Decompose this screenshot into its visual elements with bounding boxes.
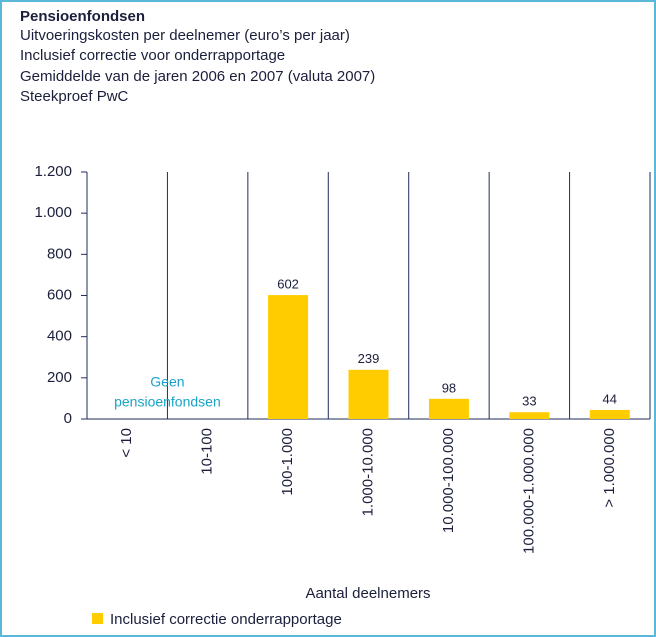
y-tick-label: 1.200 bbox=[34, 163, 72, 180]
data-label: 33 bbox=[522, 394, 536, 409]
annotation: pensioenfondsen bbox=[114, 394, 221, 410]
data-label: 602 bbox=[277, 277, 299, 292]
legend-label: Inclusief correctie onderrapportage bbox=[110, 611, 342, 628]
x-tick-label: > 1.000.000 bbox=[601, 428, 618, 508]
bar bbox=[268, 295, 309, 419]
subtitle: Inclusief correctie voor onderrapportage bbox=[20, 47, 285, 64]
x-tick-label: < 10 bbox=[118, 428, 135, 458]
y-tick-label: 200 bbox=[47, 369, 72, 386]
data-label: 98 bbox=[442, 380, 456, 395]
subtitle: Steekproef PwC bbox=[20, 88, 129, 105]
x-tick-label: 100.000-1.000.000 bbox=[520, 428, 537, 554]
bar bbox=[589, 409, 630, 419]
x-tick-label: 10.000-100.000 bbox=[440, 428, 457, 533]
bar bbox=[348, 369, 389, 419]
x-tick-label: 1.000-10.000 bbox=[359, 428, 376, 516]
subtitle: Gemiddelde van de jaren 2006 en 2007 (va… bbox=[20, 68, 375, 85]
chart-title: Pensioenfondsen bbox=[20, 8, 145, 25]
x-axis-label: Aantal deelnemers bbox=[305, 585, 430, 602]
subtitle: Uitvoeringskosten per deelnemer (euro’s … bbox=[20, 27, 350, 44]
y-tick-label: 400 bbox=[47, 328, 72, 345]
x-tick-label: 10-100 bbox=[199, 428, 216, 475]
y-tick-label: 0 bbox=[64, 410, 72, 427]
y-tick-label: 1.000 bbox=[34, 204, 72, 221]
bar bbox=[509, 412, 550, 419]
y-tick-label: 800 bbox=[47, 245, 72, 262]
data-label: 44 bbox=[603, 391, 617, 406]
data-label: 239 bbox=[358, 351, 380, 366]
x-tick-label: 100-1.000 bbox=[279, 428, 296, 496]
bar bbox=[428, 398, 469, 419]
legend-swatch bbox=[92, 613, 103, 624]
annotation: Geen bbox=[150, 374, 184, 390]
y-tick-label: 600 bbox=[47, 286, 72, 303]
